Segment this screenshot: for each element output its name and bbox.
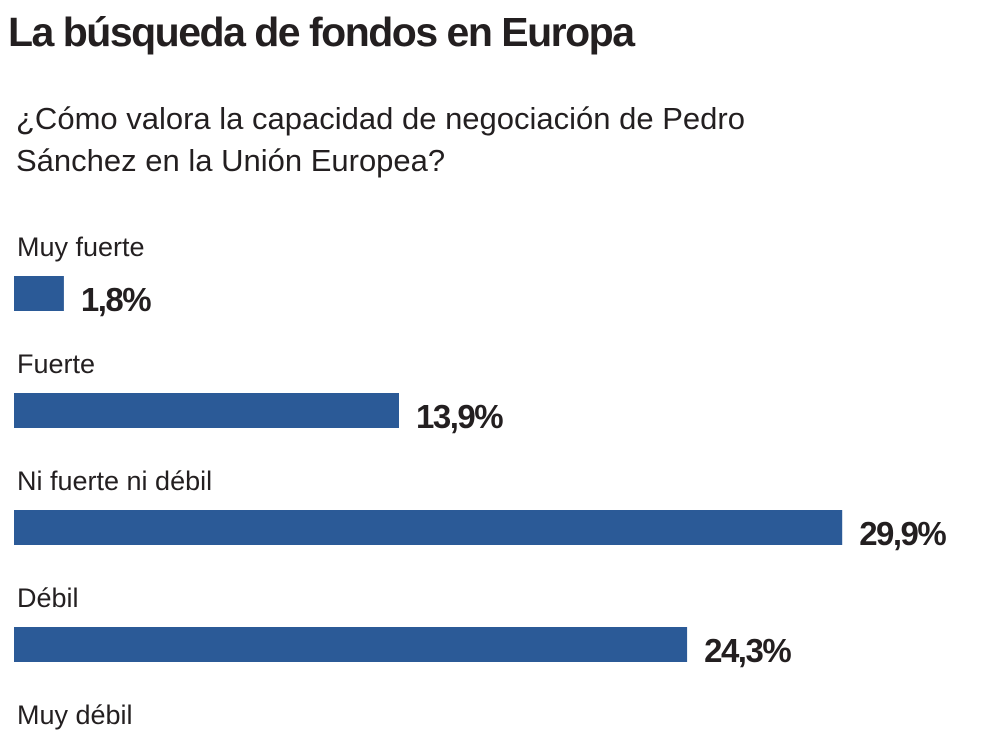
category-label-fuerte: Fuerte [17, 349, 95, 379]
value-label-fuerte: 13,9% [416, 398, 503, 435]
category-label-debil: Débil [17, 583, 79, 613]
bar-debil [14, 627, 688, 662]
category-label-ni-fuerte-ni-debil: Ni fuerte ni débil [17, 466, 212, 496]
chart-subtitle: ¿Cómo valora la capacidad de negociación… [16, 101, 745, 178]
bar-ni-fuerte-ni-debil [14, 510, 843, 545]
category-label-muy-fuerte: Muy fuerte [17, 232, 145, 262]
value-label-muy-fuerte: 1,8% [81, 281, 151, 318]
category-label-muy-debil: Muy débil [17, 700, 133, 730]
bar-muy-fuerte [14, 276, 64, 311]
chart-title: La búsqueda de fondos en Europa [8, 9, 635, 55]
value-label-ni-fuerte-ni-debil: 29,9% [859, 515, 946, 552]
value-label-debil: 24,3% [704, 632, 791, 669]
bar-fuerte [14, 393, 399, 428]
